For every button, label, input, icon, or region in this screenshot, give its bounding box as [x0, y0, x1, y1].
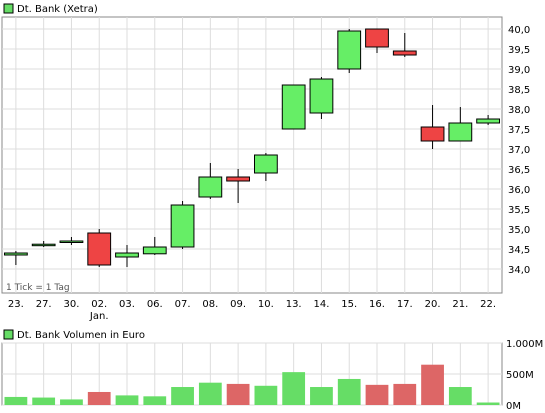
price-plot-area: [1, 16, 503, 294]
volume-bar: [393, 383, 417, 405]
x-month-label: Jan.: [89, 311, 109, 322]
volume-legend-swatch: [3, 329, 14, 340]
volume-y-tick-label: 1.000M: [506, 339, 543, 350]
candle-body: [142, 246, 167, 255]
volume-bar: [32, 397, 56, 405]
price-x-tick-label: 14.: [313, 299, 329, 310]
volume-y-tick-label: 500M: [506, 370, 534, 381]
price-x-tick-label: 09.: [230, 299, 246, 310]
price-chart: Dt. Bank (Xetra) 34,0 34,5 35,0 35,5 36,0 36,…: [1, 3, 530, 322]
volume-chart: Dt. Bank Volumen in Euro 0M 500M 1.000M: [1, 329, 543, 412]
candle-body: [448, 122, 473, 142]
price-x-tick-label: 20.: [425, 299, 441, 310]
candle-body: [309, 78, 334, 114]
volume-bar: [421, 364, 444, 405]
price-x-tick-label: 06.: [147, 299, 163, 310]
volume-bar: [476, 402, 500, 405]
candle-body: [4, 252, 28, 256]
volume-bar: [4, 396, 28, 405]
price-x-tick-label: 02.: [91, 299, 107, 310]
price-y-tick-label: 35,0: [508, 225, 530, 236]
volume-bar: [448, 387, 472, 405]
candle-body: [337, 30, 362, 70]
price-y-tick-label: 34,5: [508, 245, 530, 256]
tick-annotation: 1 Tick = 1 Tag: [6, 283, 70, 293]
volume-chart-title: Dt. Bank Volumen in Euro: [17, 330, 145, 341]
volume-bar: [115, 395, 139, 405]
volume-bar: [254, 385, 278, 405]
candle-body: [420, 126, 445, 142]
price-x-tick-label: 07.: [175, 299, 191, 310]
volume-bar: [87, 391, 111, 405]
price-x-tick-label: 23.: [8, 299, 24, 310]
price-y-tick-label: 39,5: [508, 45, 530, 56]
volume-bar: [282, 372, 306, 405]
candle-body: [226, 176, 251, 182]
volume-bar: [60, 399, 83, 405]
volume-bars: [4, 364, 500, 405]
price-y-tick-label: 38,5: [508, 85, 530, 96]
price-y-axis: 34,0 34,5 35,0 35,5 36,0 36,5 37,0 37,5 38,0 38,5…: [508, 25, 530, 276]
price-y-tick-label: 39,0: [508, 65, 530, 76]
price-x-tick-label: 21.: [452, 299, 468, 310]
candle-body: [59, 240, 84, 243]
price-y-tick-label: 37,5: [508, 125, 530, 136]
candle-body: [87, 232, 112, 266]
volume-bar: [143, 396, 167, 405]
price-x-tick-label: 08.: [202, 299, 218, 310]
price-y-tick-label: 35,5: [508, 205, 530, 216]
price-legend-swatch: [3, 3, 14, 14]
volume-y-axis: 0M 500M 1.000M: [506, 339, 543, 412]
volume-bar: [365, 384, 389, 405]
price-y-tick-label: 38,0: [508, 105, 530, 116]
price-x-tick-label: 15.: [341, 299, 357, 310]
price-y-tick-label: 36,0: [508, 185, 530, 196]
candle-body: [198, 176, 223, 198]
candle-body: [365, 28, 389, 48]
price-y-tick-label: 36,5: [508, 165, 530, 176]
volume-bar: [198, 382, 222, 405]
candle-body: [170, 204, 195, 248]
price-x-tick-label: 30.: [63, 299, 79, 310]
price-x-tick-label: 17.: [397, 299, 413, 310]
candle-body: [115, 252, 139, 258]
candle-body: [476, 118, 501, 124]
price-chart-title: Dt. Bank (Xetra): [17, 4, 98, 15]
candle-body: [392, 50, 417, 56]
volume-bar: [310, 387, 333, 405]
price-x-tick-label: 10.: [258, 299, 274, 310]
volume-bar: [226, 383, 250, 405]
candle-body: [254, 154, 278, 174]
price-x-tick-label: 22.: [480, 299, 496, 310]
price-x-axis: 23. 27. 30. 02. 03. 06. 07. 08. 09. 10. 13. 14. 15. 1…: [8, 299, 496, 310]
price-x-tick-label: 03.: [119, 299, 135, 310]
price-y-tick-label: 34,0: [508, 265, 530, 276]
price-grid: [2, 17, 502, 293]
price-x-tick-label: 16.: [369, 299, 385, 310]
volume-y-tick-label: 0M: [506, 401, 521, 412]
candle-body: [31, 243, 56, 247]
price-candles: [4, 28, 501, 267]
price-x-tick-label: 13.: [286, 299, 302, 310]
price-x-tick-label: 27.: [36, 299, 52, 310]
volume-bar: [171, 387, 194, 405]
candle-body: [281, 84, 306, 130]
volume-bar: [337, 378, 361, 405]
price-y-tick-label: 37,0: [508, 145, 530, 156]
price-y-tick-label: 40,0: [508, 25, 530, 36]
